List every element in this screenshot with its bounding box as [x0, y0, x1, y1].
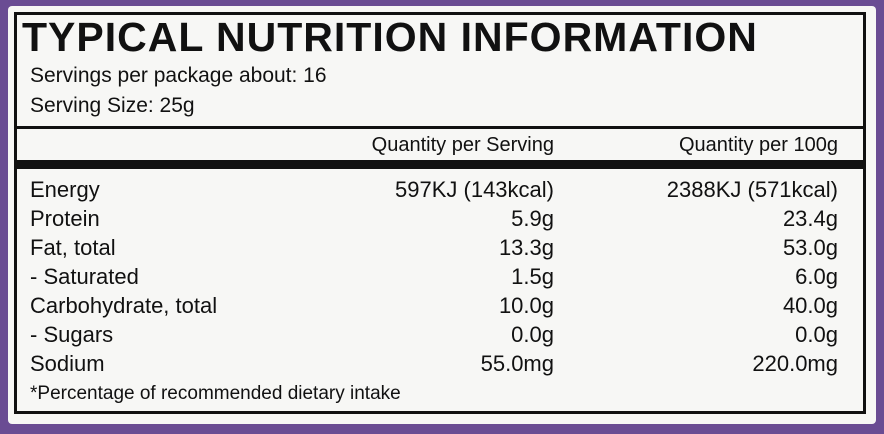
footnote: *Percentage of recommended dietary intak…: [30, 383, 401, 404]
nutrient-name: - Saturated: [30, 264, 139, 289]
servings: Servings per package about: 16: [30, 64, 327, 87]
nutrient-amount: 1.5g: [511, 264, 554, 289]
nutrient-name: Energy: [30, 177, 100, 202]
label-panel: [8, 6, 876, 424]
nutrient-amount: 0.0g: [511, 322, 554, 347]
nutrient-name: Fat, total: [30, 235, 116, 260]
nutrient-name: Carbohydrate, total: [30, 293, 218, 318]
nutrient-name: Sodium: [30, 351, 105, 376]
nutrient-name: - Sugars: [30, 322, 114, 347]
column-header: Quantity per 100g: [679, 134, 838, 156]
nutrient-amount: 220.0mg: [752, 351, 838, 376]
serving-size: Serving Size: 25g: [30, 94, 195, 117]
nutrient-amount: 40.0g: [782, 293, 838, 318]
nutrient-name: Protein: [30, 206, 100, 231]
label-frame: [14, 12, 866, 414]
column-header: Quantity per Serving: [371, 134, 554, 156]
rule: [17, 126, 863, 129]
nutrient-amount: 53.0g: [782, 235, 838, 260]
nutrient-amount: 5.9g: [511, 206, 554, 231]
nutrient-amount: 2388KJ (571kcal): [666, 177, 838, 202]
nutrient-amount: 23.4g: [782, 206, 838, 231]
nutrient-amount: 597KJ (143kcal): [395, 177, 554, 202]
nutrient-amount: 55.0mg: [480, 351, 554, 376]
nutrient-amount: 6.0g: [795, 264, 838, 289]
nutrient-amount: 13.3g: [498, 235, 554, 260]
nutrient-amount: 0.0g: [795, 322, 838, 347]
nutrient-amount: 10.0g: [498, 293, 554, 318]
rule: [17, 160, 863, 169]
title: TYPICAL NUTRITION INFORMATION: [22, 14, 758, 60]
